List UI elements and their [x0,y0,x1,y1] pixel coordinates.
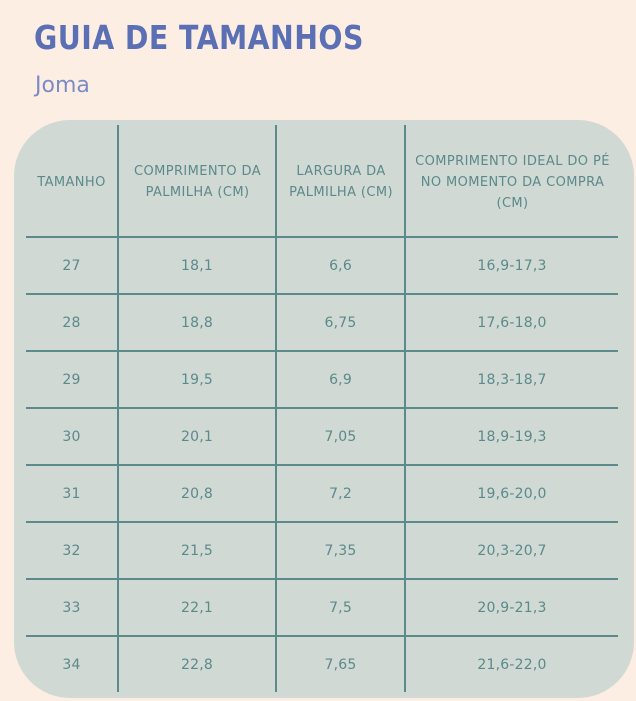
insole-width-cell: 7,65 [324,656,357,673]
brand-name: Joma [35,73,90,98]
insole-width-cell: 6,75 [324,314,357,331]
ideal-foot-length-cell: 18,9-19,3 [477,428,547,445]
ideal-foot-length-cell: 19,6-20,0 [477,485,547,502]
ideal-foot-length-cell: 18,3-18,7 [477,371,547,388]
row-divider [26,407,618,409]
row-divider [26,464,618,466]
ideal-foot-length-cell: 20,9-21,3 [477,599,547,616]
insole-width-cell: 7,2 [329,485,352,502]
header-largura-palmilha: LARGURA DA PALMILHA (CM) [289,164,393,200]
page-title: GUIA DE TAMANHOS [34,18,364,57]
insole-width-cell: 7,5 [329,599,352,616]
insole-length-cell: 19,5 [181,371,213,388]
insole-length-cell: 20,8 [181,485,213,502]
size-cell: 29 [62,371,81,388]
row-divider [26,521,618,523]
row-divider [26,350,618,352]
size-cell: 28 [62,314,81,331]
size-cell: 33 [62,599,81,616]
insole-width-cell: 7,05 [324,428,357,445]
header-comprimento-ideal-pe: COMPRIMENTO IDEAL DO PÉ NO MOMENTO DA CO… [415,153,610,211]
ideal-foot-length-cell: 21,6-22,0 [477,656,547,673]
header-comprimento-palmilha: COMPRIMENTO DA PALMILHA (CM) [134,164,261,200]
row-divider [26,578,618,580]
ideal-foot-length-cell: 16,9-17,3 [477,257,547,274]
insole-length-cell: 21,5 [181,542,213,559]
ideal-foot-length-cell: 20,3-20,7 [477,542,547,559]
insole-length-cell: 22,8 [181,656,213,673]
insole-length-cell: 20,1 [181,428,213,445]
ideal-foot-length-cell: 17,6-18,0 [477,314,547,331]
header-tamanho: TAMANHO [37,174,106,190]
row-divider [26,635,618,637]
insole-length-cell: 18,8 [181,314,213,331]
row-divider [26,293,618,295]
size-cell: 32 [62,542,81,559]
size-cell: 34 [62,656,81,673]
insole-length-cell: 22,1 [181,599,213,616]
row-divider [26,236,618,238]
insole-length-cell: 18,1 [181,257,213,274]
insole-width-cell: 6,9 [329,371,352,388]
size-cell: 31 [62,485,81,502]
size-cell: 30 [62,428,81,445]
size-cell: 27 [62,257,81,274]
insole-width-cell: 6,6 [329,257,352,274]
insole-width-cell: 7,35 [324,542,357,559]
